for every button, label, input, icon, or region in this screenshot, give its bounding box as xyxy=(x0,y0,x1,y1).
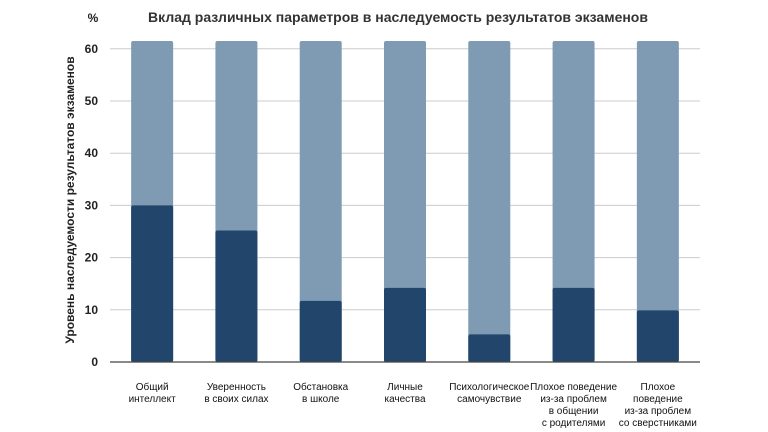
x-category-label: Психологическое самочувствие xyxy=(449,382,530,405)
x-category-label: Плохое поведение из-за проблем в общении с … xyxy=(530,382,617,429)
background-bar xyxy=(468,40,511,362)
y-tick-label: 60 xyxy=(85,42,99,56)
y-tick-label: 20 xyxy=(85,251,99,265)
x-category-label-line: в общении xyxy=(549,405,599,417)
x-category-label-line: самочувствие xyxy=(457,394,522,405)
x-category-label-line: Обстановка xyxy=(293,381,348,393)
value-bar xyxy=(552,287,595,362)
background-bar xyxy=(636,40,679,362)
x-category-label: Общий интеллект xyxy=(129,381,177,405)
y-tick-label: 10 xyxy=(85,303,99,317)
y-tick-label: 40 xyxy=(85,146,99,160)
x-category-label-line: со сверстниками xyxy=(619,418,697,429)
x-category-label-line: поведение xyxy=(633,394,683,405)
x-category-label-line: Плохое поведение xyxy=(530,382,617,393)
x-category-label-line: из-за проблем xyxy=(625,405,692,417)
x-category-label-line: качества xyxy=(384,394,425,405)
y-tick-label: 0 xyxy=(91,355,98,369)
x-category-label-line: Плохое xyxy=(641,382,676,393)
value-bar xyxy=(384,287,426,362)
x-category-label-line: в своих силах xyxy=(204,394,268,405)
x-category-label-line: Личные xyxy=(387,382,423,393)
background-bar xyxy=(552,40,595,362)
value-bar xyxy=(468,334,511,362)
y-axis-label: Уровень наследуемости результатов экзаме… xyxy=(63,56,77,343)
x-category-label-line: интеллект xyxy=(129,394,177,405)
value-bar xyxy=(215,230,258,362)
background-bar xyxy=(299,40,342,362)
y-unit-label: % xyxy=(88,11,99,25)
x-category-label-line: с родителями xyxy=(542,418,606,429)
x-category-label-line: в школе xyxy=(302,394,340,405)
x-category-label: Уверенность в своих силах xyxy=(204,382,268,405)
x-category-label: Плохое поведение из-за проблем со сверстник… xyxy=(619,382,697,429)
value-bar xyxy=(636,310,679,362)
y-tick-label: 30 xyxy=(85,198,99,212)
x-category-label-line: Уверенность xyxy=(207,382,266,393)
value-bar xyxy=(131,205,174,362)
x-category-label: Обстановка в школе xyxy=(293,381,348,405)
x-category-label: Личные качества xyxy=(384,382,425,405)
background-bar xyxy=(384,40,426,362)
chart-title: Вклад различных параметров в наследуемос… xyxy=(148,9,648,25)
value-bar xyxy=(299,300,342,362)
x-category-label-line: из-за проблем xyxy=(540,393,607,405)
x-category-label-line: Психологическое xyxy=(449,382,530,393)
x-category-label-line: Общий xyxy=(136,381,169,393)
y-tick-label: 50 xyxy=(85,94,99,108)
